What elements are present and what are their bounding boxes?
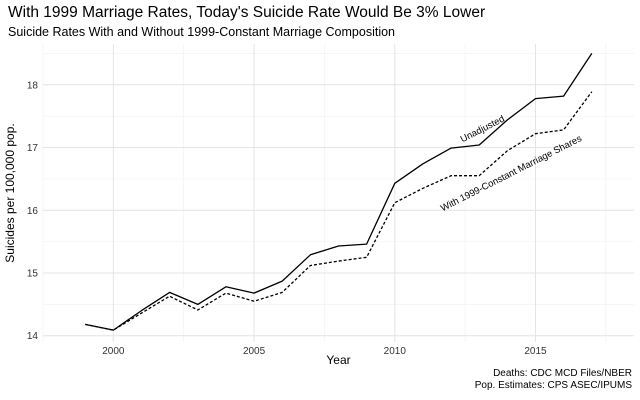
y-tick-label: 16 (27, 206, 39, 217)
y-axis-title: Suicides per 100,000 pop. (3, 123, 17, 262)
y-tick-label: 17 (27, 143, 39, 154)
grid (42, 44, 634, 342)
source-caption: Deaths: CDC MCD Files/NBER Pop. Estimate… (475, 368, 632, 392)
caption-line: Deaths: CDC MCD Files/NBER (493, 368, 632, 379)
y-tick-label: 18 (27, 80, 39, 91)
chart-title: With 1999 Marriage Rates, Today's Suicid… (8, 4, 486, 21)
series-label-constant-marriage: With 1999-Constant Marriage Shares (439, 133, 584, 214)
chart-subtitle: Suicide Rates With and Without 1999-Cons… (8, 25, 395, 39)
axis-ticks: 14 15 16 17 18 2000 2005 2010 2015 (27, 80, 547, 357)
series-line-unadjusted (85, 53, 593, 331)
x-tick-label: 2005 (243, 346, 266, 357)
series-label-unadjusted: Unadjusted (459, 114, 507, 146)
series-lines (85, 53, 593, 331)
x-tick-label: 2000 (102, 346, 125, 357)
y-tick-label: 14 (27, 331, 39, 342)
y-tick-label: 15 (27, 268, 39, 279)
x-tick-label: 2010 (384, 346, 407, 357)
x-tick-label: 2015 (524, 346, 547, 357)
series-line-constant-marriage (85, 91, 593, 331)
caption-line: Pop. Estimates: CPS ASEC/IPUMS (474, 380, 632, 391)
x-axis-title: Year (326, 353, 350, 367)
